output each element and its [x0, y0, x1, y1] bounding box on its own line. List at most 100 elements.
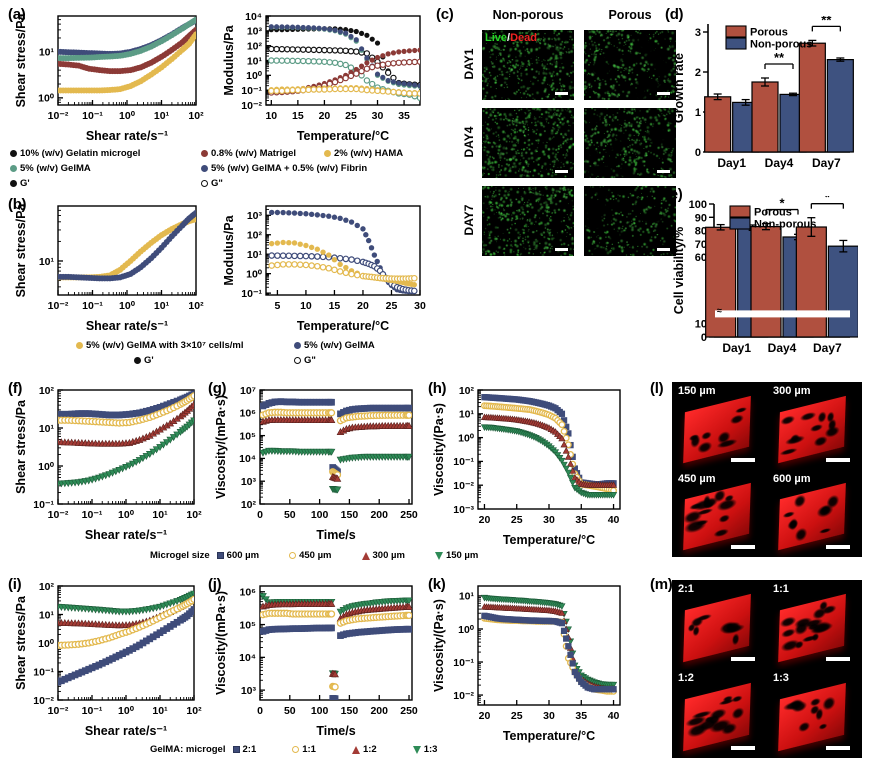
chart-h: 20 25 30 35 40 10⁻³ 10⁻² 10⁻¹ 10⁰ 10¹ 10² Temperatu… [432, 382, 628, 547]
svg-text:10¹: 10¹ [154, 110, 170, 122]
panel-l-scalebar-1 [826, 457, 850, 462]
panel-l-scaffold-sizes: 150 µm 300 µm 450 µm 600 µm [672, 382, 862, 557]
legend-marker-mg-0-icon [216, 552, 224, 559]
svg-text:10⁻¹: 10⁻¹ [82, 300, 103, 312]
svg-text:10⁻¹: 10⁻¹ [241, 288, 262, 300]
legend-item-b-0: 5% (w/v) GelMA with 3×10⁷ cells/ml [76, 340, 243, 351]
svg-text:Temperature/°C: Temperature/°C [297, 319, 389, 333]
svg-text:Shear stress/Pa: Shear stress/Pa [14, 595, 28, 690]
svg-text:Day4: Day4 [765, 156, 794, 170]
panel-l-tile-3: 600 µm [767, 470, 862, 558]
svg-text:10⁰: 10⁰ [38, 461, 55, 473]
panel-c-row-label-0: DAY1 [462, 48, 476, 80]
panel-c-image-DAY4-1 [584, 108, 676, 178]
chart-b-right: 5 10 15 20 25 30 10⁻¹ 10⁰ 10¹ 10² 10³ Temperature/°… [222, 198, 428, 333]
legend-item-mg-0: 600 µm [216, 550, 259, 561]
legend-marker-ra-2-icon [351, 745, 360, 754]
svg-text:10⁰: 10⁰ [118, 509, 135, 521]
svg-text:*: * [779, 196, 785, 211]
svg-text:40: 40 [608, 514, 620, 526]
legend-item-abm-0: G' [10, 178, 30, 189]
panel-label-c: (c) [436, 6, 454, 23]
chart-g: 0 50 100 150 200 250 10² 10³ 10⁴ 10⁵ 10⁶ 10⁷ Time/s V… [214, 382, 420, 542]
svg-text:Viscosity/(Pa·s): Viscosity/(Pa·s) [432, 599, 446, 692]
svg-text:10⁷: 10⁷ [240, 385, 256, 397]
svg-text:20: 20 [357, 300, 369, 312]
panel-c-scalebar-2-1 [657, 248, 670, 251]
svg-text:10⁰: 10⁰ [38, 638, 55, 650]
chart-a-left: 10⁻² 10⁻¹ 10⁰ 10¹ 10² 10⁰ 10¹ Shear rate/s⁻¹ She… [14, 8, 204, 143]
chart-svg-a_right: 10 15 20 25 30 35 10⁻² 10⁻¹ 10⁰ 10¹ 10² 10³ 10⁴ Tempe… [222, 11, 421, 143]
chart-k: 20 25 30 35 40 10⁻² 10⁻¹ 10⁰ 10¹ Temperature/°C Vi… [432, 578, 628, 743]
chart-svg-b_left: 10⁻² 10⁻¹ 10⁰ 10¹ 10² 10¹ Shear rate/s⁻¹ Shear … [14, 203, 204, 333]
svg-text:10⁻¹: 10⁻¹ [82, 110, 103, 122]
svg-text:1: 1 [695, 107, 701, 119]
panel-l-tile-2: 450 µm [672, 470, 767, 558]
panel-m-scaffold-1 [778, 593, 847, 663]
svg-text:10³: 10³ [241, 685, 257, 697]
svg-text:10⁵: 10⁵ [239, 619, 256, 631]
svg-text:20: 20 [479, 514, 491, 526]
legend-marker-abm-1-icon [201, 180, 208, 187]
svg-text:10²: 10² [39, 581, 55, 593]
svg-text:10⁻²: 10⁻² [33, 695, 54, 707]
panel-l-tile-label-2: 450 µm [678, 472, 716, 485]
svg-text:250: 250 [400, 705, 418, 717]
chart-svg-k: 20 25 30 35 40 10⁻² 10⁻¹ 10⁰ 10¹ Temperature/°C Vi… [432, 585, 621, 743]
panel-m-scaffold-ratios: 2:1 1:1 1:2 1:3 [672, 580, 862, 758]
panel-c-image-DAY7-0 [482, 186, 574, 256]
svg-text:0: 0 [701, 332, 707, 344]
svg-text:Non-porous: Non-porous [754, 219, 816, 231]
legend-marker-ra-3-icon [412, 745, 421, 754]
legend-marker-ra-1-icon [292, 746, 300, 753]
svg-text:10³: 10³ [247, 210, 263, 222]
svg-text:20: 20 [479, 710, 491, 722]
panel-label-g: (g) [208, 380, 227, 397]
panel-c-column-header-1: Porous [608, 8, 652, 22]
svg-text:10: 10 [695, 319, 707, 331]
panel-c-live-dead-overlay: Live/Dead [485, 32, 537, 44]
legend-marker-ra-0-icon [232, 746, 240, 753]
legend-item-bm-1: G" [294, 355, 316, 366]
svg-text:10⁻²: 10⁻² [48, 705, 69, 717]
panel-l-scaffold-1 [778, 395, 847, 463]
svg-text:Day1: Day1 [722, 341, 751, 355]
legend-ab-materials: 10% (w/v) Gelatin microgel 0.8% (w/v) Ma… [6, 148, 436, 194]
svg-text:10: 10 [265, 110, 277, 122]
svg-text:70: 70 [695, 239, 707, 251]
legend-label-ra-1: 1:1 [302, 744, 316, 755]
svg-text:10⁻¹: 10⁻¹ [82, 509, 103, 521]
svg-text:10⁰: 10⁰ [119, 300, 136, 312]
panel-c-image-DAY7-1 [584, 186, 676, 256]
legend-marker-ab-3-icon [10, 165, 17, 172]
legend-marker-b-0-icon [76, 342, 83, 349]
legend-item-mg-3: 150 µm [434, 550, 479, 561]
svg-text:Modulus/Pa: Modulus/Pa [222, 214, 236, 285]
svg-text:10⁴: 10⁴ [245, 11, 262, 23]
panel-l-scalebar-3 [826, 545, 850, 549]
svg-text:35: 35 [575, 514, 587, 526]
panel-m-tile-label-2: 1:2 [678, 672, 694, 684]
legend-label-mg-3: 150 µm [445, 550, 479, 561]
svg-text:10¹: 10¹ [39, 256, 55, 268]
svg-text:30: 30 [543, 514, 555, 526]
svg-text:Temperature/°C: Temperature/°C [503, 729, 595, 743]
legend-label-ab-0: 10% (w/v) Gelatin microgel [20, 148, 141, 159]
panel-l-scalebar-2 [731, 545, 755, 549]
svg-text:50: 50 [284, 705, 296, 717]
svg-text:10⁻¹: 10⁻¹ [453, 456, 474, 468]
svg-text:10²: 10² [39, 385, 55, 397]
chart-svg-b_right: 5 10 15 20 25 30 10⁻¹ 10⁰ 10¹ 10² 10³ Temperature/°… [222, 205, 426, 333]
svg-text:10⁵: 10⁵ [239, 430, 256, 442]
legend-label-bm-1: G" [304, 355, 316, 366]
svg-text:30: 30 [414, 300, 426, 312]
svg-text:10²: 10² [241, 499, 257, 511]
panel-c-microscopy: Non-porous Porous DAY1 DAY4 DAY7 Live/Dead [452, 8, 676, 364]
legend-marker-mg-3-icon [434, 551, 443, 560]
panel-l-scaffold-2 [683, 483, 752, 551]
svg-text:*: * [825, 196, 831, 205]
svg-text:3: 3 [695, 27, 701, 39]
chart-svg-i: 10⁻² 10⁻¹ 10⁰ 10¹ 10² 10⁻² 10⁻¹ 10⁰ 10¹ 10² Shear … [14, 581, 202, 738]
